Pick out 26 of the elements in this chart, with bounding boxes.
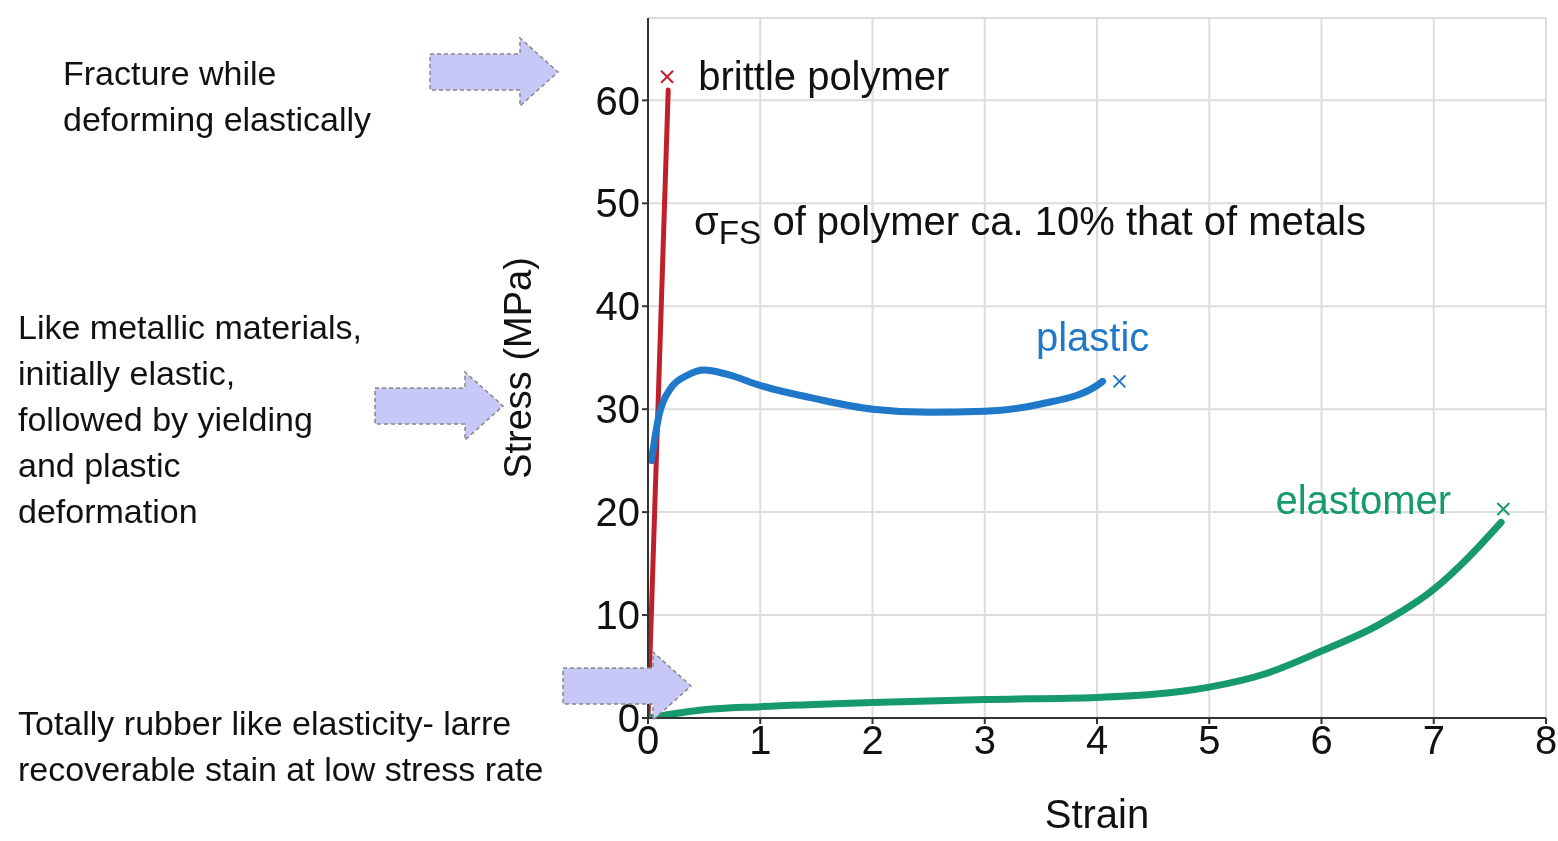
text: Like metallic materials, initially elastic, followed by yielding and plastic deformation — [18, 307, 363, 532]
point — [660, 69, 675, 84]
x-tick-label: 1 — [749, 718, 772, 763]
y-axis-title: Stress (MPa) — [497, 257, 540, 479]
annotation: σ$_{FS}$ of polymer ca. 10% that of metals — [694, 198, 1367, 253]
x-tick-label: 3 — [973, 718, 996, 763]
text: Totally rubber like elasticity- larre recoverable stain at low stress rate — [18, 703, 545, 790]
x-axis-title: Strain — [1044, 792, 1150, 836]
y-tick-label: 40 — [595, 284, 640, 329]
text: Fracture while deforming elastically — [63, 53, 373, 140]
y-tick-label: 20 — [595, 490, 640, 535]
series-label: brittle polymer — [698, 54, 950, 99]
y-tick-label: 30 — [595, 387, 640, 432]
x-tick-label: 5 — [1198, 718, 1221, 763]
series-label: plastic — [1035, 315, 1150, 360]
y-tick-label: 10 — [595, 593, 640, 638]
x-tick-label: 7 — [1422, 718, 1445, 763]
x-tick-label: 8 — [1534, 718, 1558, 763]
x-tick-label: 4 — [1085, 718, 1109, 763]
x-tick-label: 2 — [861, 718, 884, 763]
x-tick-label: 6 — [1310, 718, 1333, 763]
y-tick-label: 60 — [595, 78, 640, 123]
point — [1496, 502, 1511, 517]
y-tick-label: 50 — [595, 181, 640, 226]
series-label: elastomer — [1275, 478, 1452, 523]
point — [1112, 374, 1127, 389]
